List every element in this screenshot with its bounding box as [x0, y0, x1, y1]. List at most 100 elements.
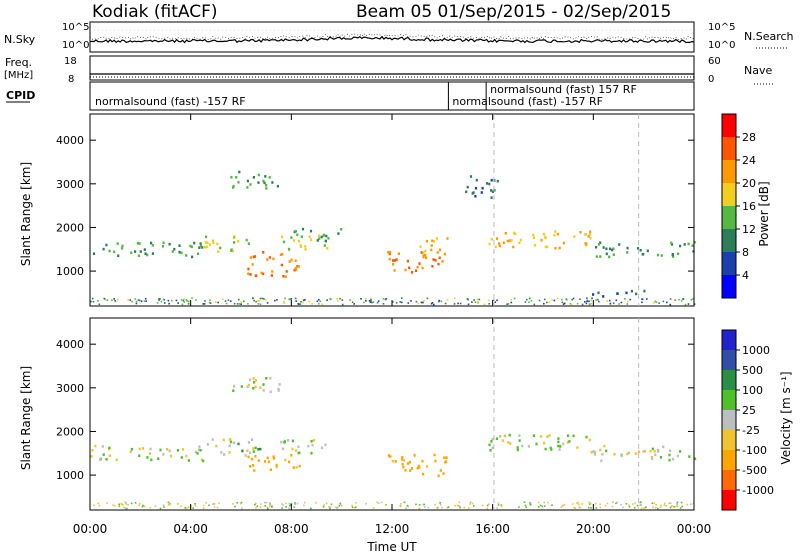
data-cell	[422, 301, 424, 304]
data-cell	[231, 249, 234, 253]
data-cell	[430, 248, 433, 252]
data-cell	[628, 504, 630, 506]
data-cell	[301, 227, 305, 231]
data-cell	[566, 298, 568, 301]
data-cell	[124, 507, 127, 510]
data-cell	[502, 241, 505, 245]
data-cell	[422, 472, 425, 476]
data-cell	[94, 444, 97, 448]
data-cell	[114, 505, 116, 507]
data-cell	[275, 463, 278, 467]
data-cell	[106, 299, 109, 301]
data-cell	[148, 452, 152, 455]
data-cell	[262, 383, 265, 386]
colorbar-tick-label: -500	[742, 464, 767, 477]
data-cell	[639, 501, 642, 503]
data-cell	[257, 173, 260, 177]
data-cell	[573, 506, 575, 509]
data-cell	[281, 447, 285, 451]
data-cell	[655, 301, 658, 303]
data-cell	[416, 265, 419, 269]
data-cell	[456, 504, 459, 507]
data-cell	[590, 299, 592, 302]
data-cell	[351, 301, 354, 303]
data-cell	[238, 298, 240, 301]
data-cell	[134, 250, 137, 253]
data-cell	[597, 298, 599, 301]
data-cell	[216, 242, 219, 246]
data-cell	[527, 445, 530, 448]
colorbar-tick-label: 28	[742, 131, 756, 144]
data-cell	[202, 459, 205, 463]
data-cell	[622, 506, 624, 509]
data-cell	[281, 503, 283, 505]
data-cell	[602, 246, 605, 249]
data-cell	[208, 301, 211, 304]
data-cell	[438, 299, 441, 302]
data-cell	[253, 255, 257, 258]
data-cell	[493, 188, 496, 192]
data-cell	[488, 242, 491, 246]
data-cell	[430, 302, 433, 305]
data-cell	[138, 447, 141, 451]
data-cell	[405, 507, 407, 510]
data-cell	[168, 502, 171, 504]
colorbar-tick-label: 25	[742, 404, 756, 417]
data-cell	[294, 502, 296, 504]
data-cell	[199, 244, 202, 248]
data-cell	[184, 507, 186, 509]
data-cell	[304, 501, 306, 504]
data-cell	[325, 234, 328, 238]
data-cell	[513, 297, 516, 300]
data-cell	[389, 455, 392, 458]
data-cell	[587, 235, 590, 238]
data-cell	[518, 241, 521, 245]
data-cell	[472, 191, 475, 194]
data-cell	[636, 504, 639, 507]
data-cell	[178, 250, 181, 254]
data-cell	[649, 450, 652, 453]
data-cell	[678, 298, 680, 301]
data-cell	[589, 503, 591, 505]
data-cell	[609, 302, 612, 305]
data-cell	[355, 506, 357, 508]
data-cell	[255, 300, 257, 303]
data-cell	[136, 241, 139, 245]
data-cell	[281, 253, 284, 256]
data-cell	[194, 505, 197, 507]
data-cell	[355, 502, 357, 504]
data-cell	[204, 300, 206, 302]
data-cell	[391, 459, 395, 463]
data-cell	[351, 504, 353, 507]
data-cell	[202, 303, 204, 305]
data-cell	[666, 301, 668, 304]
data-cell	[255, 502, 257, 505]
data-cell	[115, 458, 118, 462]
data-cell	[544, 245, 547, 249]
data-cell	[651, 447, 654, 451]
data-cell	[318, 237, 321, 240]
data-cell	[117, 298, 119, 301]
data-cell	[295, 300, 297, 302]
data-cell	[263, 298, 265, 300]
nsearch-tick-top: 10^5	[708, 22, 735, 33]
data-cell	[198, 246, 201, 249]
data-cell	[430, 244, 433, 247]
data-cell	[194, 450, 197, 454]
data-cell	[477, 301, 479, 303]
data-cell	[693, 241, 696, 244]
data-cell	[401, 458, 404, 461]
colorbar-segment	[722, 450, 736, 470]
data-cell	[658, 302, 660, 304]
data-cell	[466, 298, 469, 300]
data-cell	[233, 235, 236, 238]
data-cell	[532, 434, 535, 437]
data-cell	[341, 299, 344, 301]
data-cell	[250, 457, 254, 461]
data-cell	[516, 448, 519, 452]
data-cell	[677, 252, 680, 256]
data-cell	[187, 506, 190, 508]
data-cell	[682, 298, 685, 300]
data-cell	[168, 302, 170, 305]
data-cell	[419, 245, 422, 248]
